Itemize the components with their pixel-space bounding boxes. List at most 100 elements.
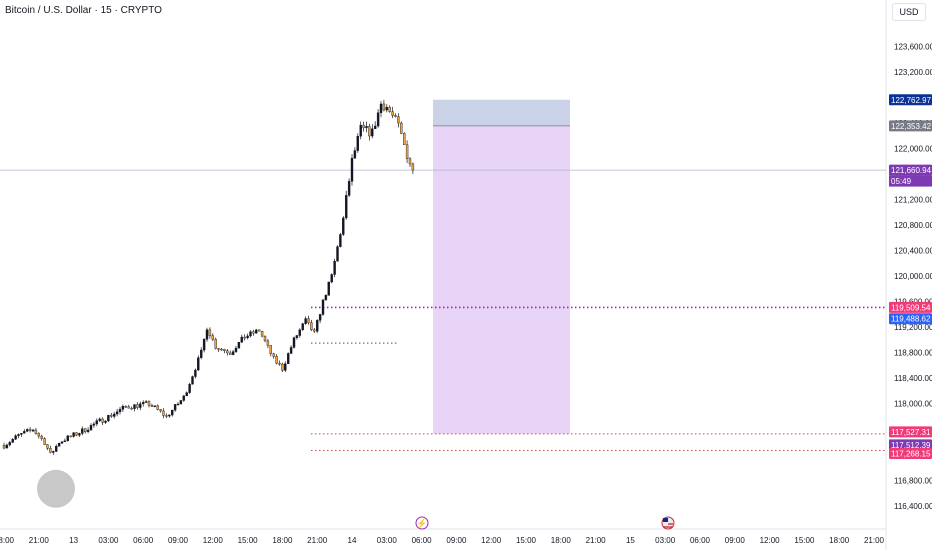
candle-body: [327, 281, 330, 296]
y-tick-label: 121,200.00: [894, 196, 932, 205]
candle-body: [144, 401, 148, 403]
y-tick-label: 120,400.00: [894, 247, 932, 256]
candle-body: [223, 349, 226, 351]
y-tick-label: 122,000.00: [894, 144, 932, 153]
candle-body: [133, 404, 136, 409]
currency-button[interactable]: USD: [892, 3, 926, 21]
candle-body: [130, 407, 133, 410]
candle-body: [394, 115, 397, 117]
x-tick-label: 09:00: [725, 536, 746, 545]
candle-body: [179, 400, 183, 405]
price-label-bg: [889, 447, 932, 459]
candle-body: [231, 351, 235, 355]
candle-body: [324, 295, 328, 301]
x-tick-label: 12:00: [481, 536, 502, 545]
candle-body: [371, 128, 374, 137]
x-tick-label: 03:00: [377, 536, 398, 545]
candle-body: [269, 345, 272, 354]
candle-body: [350, 157, 354, 182]
x-tick-label: 18:00: [551, 536, 572, 545]
y-tick-label: 123,200.00: [894, 68, 932, 77]
candle-body: [284, 363, 287, 371]
candle-body: [191, 376, 194, 385]
candle-body: [316, 320, 319, 332]
candle-body: [188, 383, 191, 393]
x-tick-label: 15: [626, 536, 635, 545]
candle-body: [336, 246, 339, 262]
price-label: 121,660.94: [891, 166, 932, 175]
candle-body: [388, 107, 391, 112]
candle-body: [23, 431, 26, 434]
candle-body: [211, 335, 215, 340]
chart-title: Bitcoin / U.S. Dollar · 15 · CRYPTO: [5, 5, 162, 16]
x-tick-label: 09:00: [446, 536, 467, 545]
candle-body: [368, 126, 371, 137]
candle-body: [147, 401, 151, 406]
x-tick-label: 21:00: [307, 536, 328, 545]
candle-body: [14, 435, 17, 440]
candle-body: [150, 404, 154, 407]
x-tick-label: 09:00: [168, 536, 189, 545]
candle-body: [359, 124, 362, 137]
x-tick-label: 12:00: [760, 536, 781, 545]
y-tick-label: 118,800.00: [894, 349, 932, 358]
candle-body: [208, 329, 212, 336]
y-tick-label: 116,400.00: [894, 502, 932, 511]
price-label: 122,353.42: [891, 122, 932, 131]
x-tick-label: 06:00: [690, 536, 711, 545]
candle-body: [199, 349, 203, 358]
candle-body: [176, 403, 180, 406]
price-label-bg: [889, 426, 932, 438]
y-tick-label: 118,000.00: [894, 400, 932, 409]
candle-body: [63, 440, 67, 443]
x-tick-label: 03:00: [655, 536, 676, 545]
candle-body: [66, 435, 70, 442]
candle-body: [159, 409, 162, 412]
candle-body: [298, 329, 301, 336]
candle-body: [362, 124, 365, 129]
candle-body: [72, 432, 75, 437]
candle-body: [318, 314, 322, 321]
candle-body: [127, 406, 130, 409]
y-tick-label: 120,000.00: [894, 272, 932, 281]
highlight-circle: [37, 469, 75, 508]
candle-body: [217, 348, 220, 350]
position-stop-zone: [433, 125, 570, 434]
candle-body: [86, 429, 90, 432]
x-tick-label: 21:00: [29, 536, 50, 545]
candle-body: [287, 353, 290, 364]
candle-body: [165, 415, 168, 417]
candle-body: [37, 433, 40, 437]
candle-body: [310, 322, 313, 331]
candle-body: [156, 405, 159, 410]
candle-body: [304, 318, 307, 324]
candle-body: [234, 347, 238, 352]
candle-body: [411, 163, 415, 171]
candle-body: [237, 342, 241, 349]
x-tick-label: 06:00: [133, 536, 154, 545]
candle-body: [391, 111, 394, 116]
price-label-bg: [889, 164, 932, 176]
candle-body: [397, 116, 400, 124]
candle-body: [246, 335, 249, 338]
x-tick-label: 15:00: [516, 536, 537, 545]
price-label: 119,509.54: [891, 303, 931, 312]
candle-body: [20, 433, 23, 435]
candle-body: [136, 404, 139, 408]
candle-body: [83, 428, 87, 432]
candle-body: [202, 339, 206, 351]
candle-body: [400, 122, 403, 134]
candle-body: [170, 409, 174, 416]
candle-body: [173, 404, 177, 411]
candle-body: [197, 357, 200, 371]
candle-body: [295, 335, 299, 338]
candle-body: [289, 347, 293, 354]
countdown-bg: [889, 175, 932, 187]
candle-body: [118, 409, 122, 412]
price-label: 117,527.31: [891, 428, 931, 437]
candle-body: [374, 125, 377, 129]
candle-body: [356, 136, 359, 151]
candle-body: [281, 363, 284, 371]
